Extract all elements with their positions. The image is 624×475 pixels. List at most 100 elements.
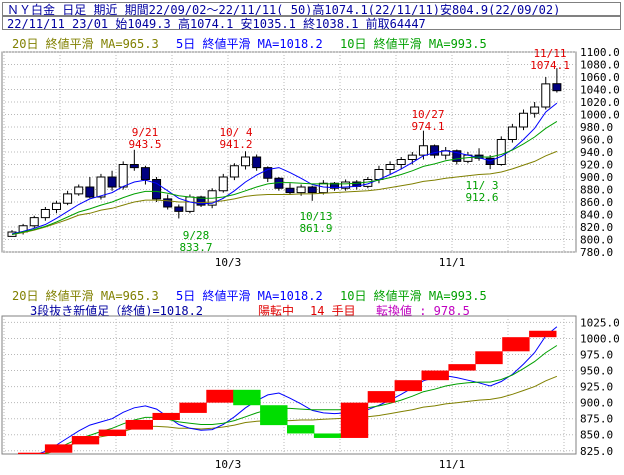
candle-body: [507, 126, 517, 140]
candle-body: [285, 187, 295, 194]
legend2-ma5: 5日 終値平滑 MA=1018.2: [176, 289, 323, 303]
linebreak-box: [448, 364, 476, 371]
candle-body: [163, 198, 173, 208]
annotation-value: 974.1: [411, 120, 444, 133]
candle-body: [407, 154, 417, 160]
annotation-date: 10/27: [411, 108, 444, 121]
candle-body: [174, 206, 184, 212]
linebreak-box: [71, 436, 100, 445]
kagi-plot-group: [18, 326, 558, 454]
price-plot-frame: [1, 51, 577, 253]
price-x-tick-label: 10/3: [215, 256, 242, 269]
candle-body: [152, 179, 162, 200]
annotation-date: 9/28: [183, 229, 210, 242]
candle-body: [396, 159, 406, 165]
candle-body: [229, 165, 239, 178]
linebreak-box: [502, 337, 530, 352]
candle-body: [85, 186, 95, 198]
annotation-date: 10/13: [299, 210, 332, 223]
candle-body: [385, 164, 395, 170]
kagi-y-tick-label: 975.0: [580, 349, 613, 362]
kagi-y-tick-label: 900.0: [580, 397, 613, 410]
annotation-value: 943.5: [128, 138, 161, 151]
linebreak-box: [421, 370, 449, 381]
kagi-y-tick-label: 825.0: [580, 445, 613, 458]
ma10-line: [11, 120, 558, 235]
candle-body: [107, 176, 117, 188]
legend2-ma20: 20日 終値平滑 MA=965.3: [12, 289, 159, 303]
linebreak-box: [340, 402, 369, 438]
kagi-y-tick-label: 950.0: [580, 365, 613, 378]
candle-body: [307, 186, 317, 194]
candle-body: [118, 164, 128, 188]
kagi-y-tick-label: 875.0: [580, 413, 613, 426]
candle-body: [252, 156, 262, 169]
legend-ma5: 5日 終値平滑 MA=1018.2: [176, 37, 323, 51]
candle-body: [63, 193, 73, 204]
linebreak-box: [287, 425, 315, 434]
ma20-line: [11, 150, 558, 235]
candle-body: [541, 83, 551, 108]
kagi-info-reversal: 転換値 : 978.5: [376, 304, 470, 318]
annotation-date: 11/11: [533, 47, 566, 60]
candle-body: [185, 196, 195, 212]
legend-ma20: 20日 終値平滑 MA=965.3: [12, 37, 159, 51]
candle-body: [218, 176, 228, 192]
annotation-date: 9/21: [132, 126, 159, 139]
candle-body: [530, 106, 540, 114]
candle-body: [329, 182, 339, 189]
candle-body: [496, 139, 506, 165]
annotation-date: 10/ 4: [219, 126, 252, 139]
price-y-tick-label: 1100.0: [580, 46, 620, 59]
linebreak-box: [206, 389, 234, 403]
linebreak-box: [367, 391, 396, 403]
candle-body: [552, 83, 562, 92]
price-y-tick-label: 800.0: [580, 234, 613, 247]
annotation-value: 833.7: [179, 241, 212, 254]
price-y-tick-label: 1060.0: [580, 71, 620, 84]
price-y-tick-label: 840.0: [580, 209, 613, 222]
annotation-value: 861.9: [299, 222, 332, 235]
candle-body: [29, 217, 39, 227]
price-y-tick-label: 920.0: [580, 159, 613, 172]
kagi-x-tick-label: 10/3: [215, 458, 242, 471]
price-y-tick-label: 960.0: [580, 134, 613, 147]
candle-body: [318, 182, 328, 194]
candle-body: [341, 181, 351, 189]
candle-body: [74, 186, 84, 195]
candle-body: [129, 164, 139, 169]
linebreak-box: [475, 351, 503, 365]
linebreak-box: [18, 452, 46, 454]
price-y-tick-label: 820.0: [580, 221, 613, 234]
linebreak-box: [233, 389, 261, 406]
linebreak-box: [152, 412, 180, 420]
candle-body: [430, 145, 440, 156]
price-y-tick-label: 1000.0: [580, 109, 620, 122]
kagi-info-step: 14 手目: [310, 304, 356, 318]
ma5-line: [11, 102, 558, 235]
annotation-value: 1074.1: [530, 59, 570, 72]
candle-body: [418, 145, 428, 156]
kagi-info-formula: 3段抜き新値足（終値)=1018.2: [30, 304, 204, 318]
linebreak-box: [125, 419, 153, 430]
candle-body: [519, 112, 529, 128]
candle-body: [96, 176, 106, 198]
price-y-tick-label: 780.0: [580, 246, 613, 259]
candle-body: [296, 186, 306, 194]
price-y-tick-label: 1080.0: [580, 59, 620, 72]
kagi-y-tick-label: 850.0: [580, 429, 613, 442]
kagi-info-status: 陽転中: [258, 304, 295, 318]
candle-body: [263, 167, 273, 179]
kagi-y-tick-label: 1025.0: [580, 316, 620, 329]
candle-body: [51, 202, 61, 210]
linebreak-box: [179, 402, 207, 413]
candle-body: [40, 209, 50, 219]
linebreak-box: [394, 380, 422, 392]
price-y-tick-label: 860.0: [580, 196, 613, 209]
candle-body: [241, 156, 251, 167]
kagi-y-tick-label: 1000.0: [580, 332, 620, 345]
candle-body: [452, 150, 462, 162]
annotation-value: 912.6: [465, 191, 498, 204]
kagi-y-tick-label: 925.0: [580, 381, 613, 394]
header-line-2: 22/11/11 23/01 始1049.3 高1074.1 安1035.1 終…: [2, 16, 621, 30]
